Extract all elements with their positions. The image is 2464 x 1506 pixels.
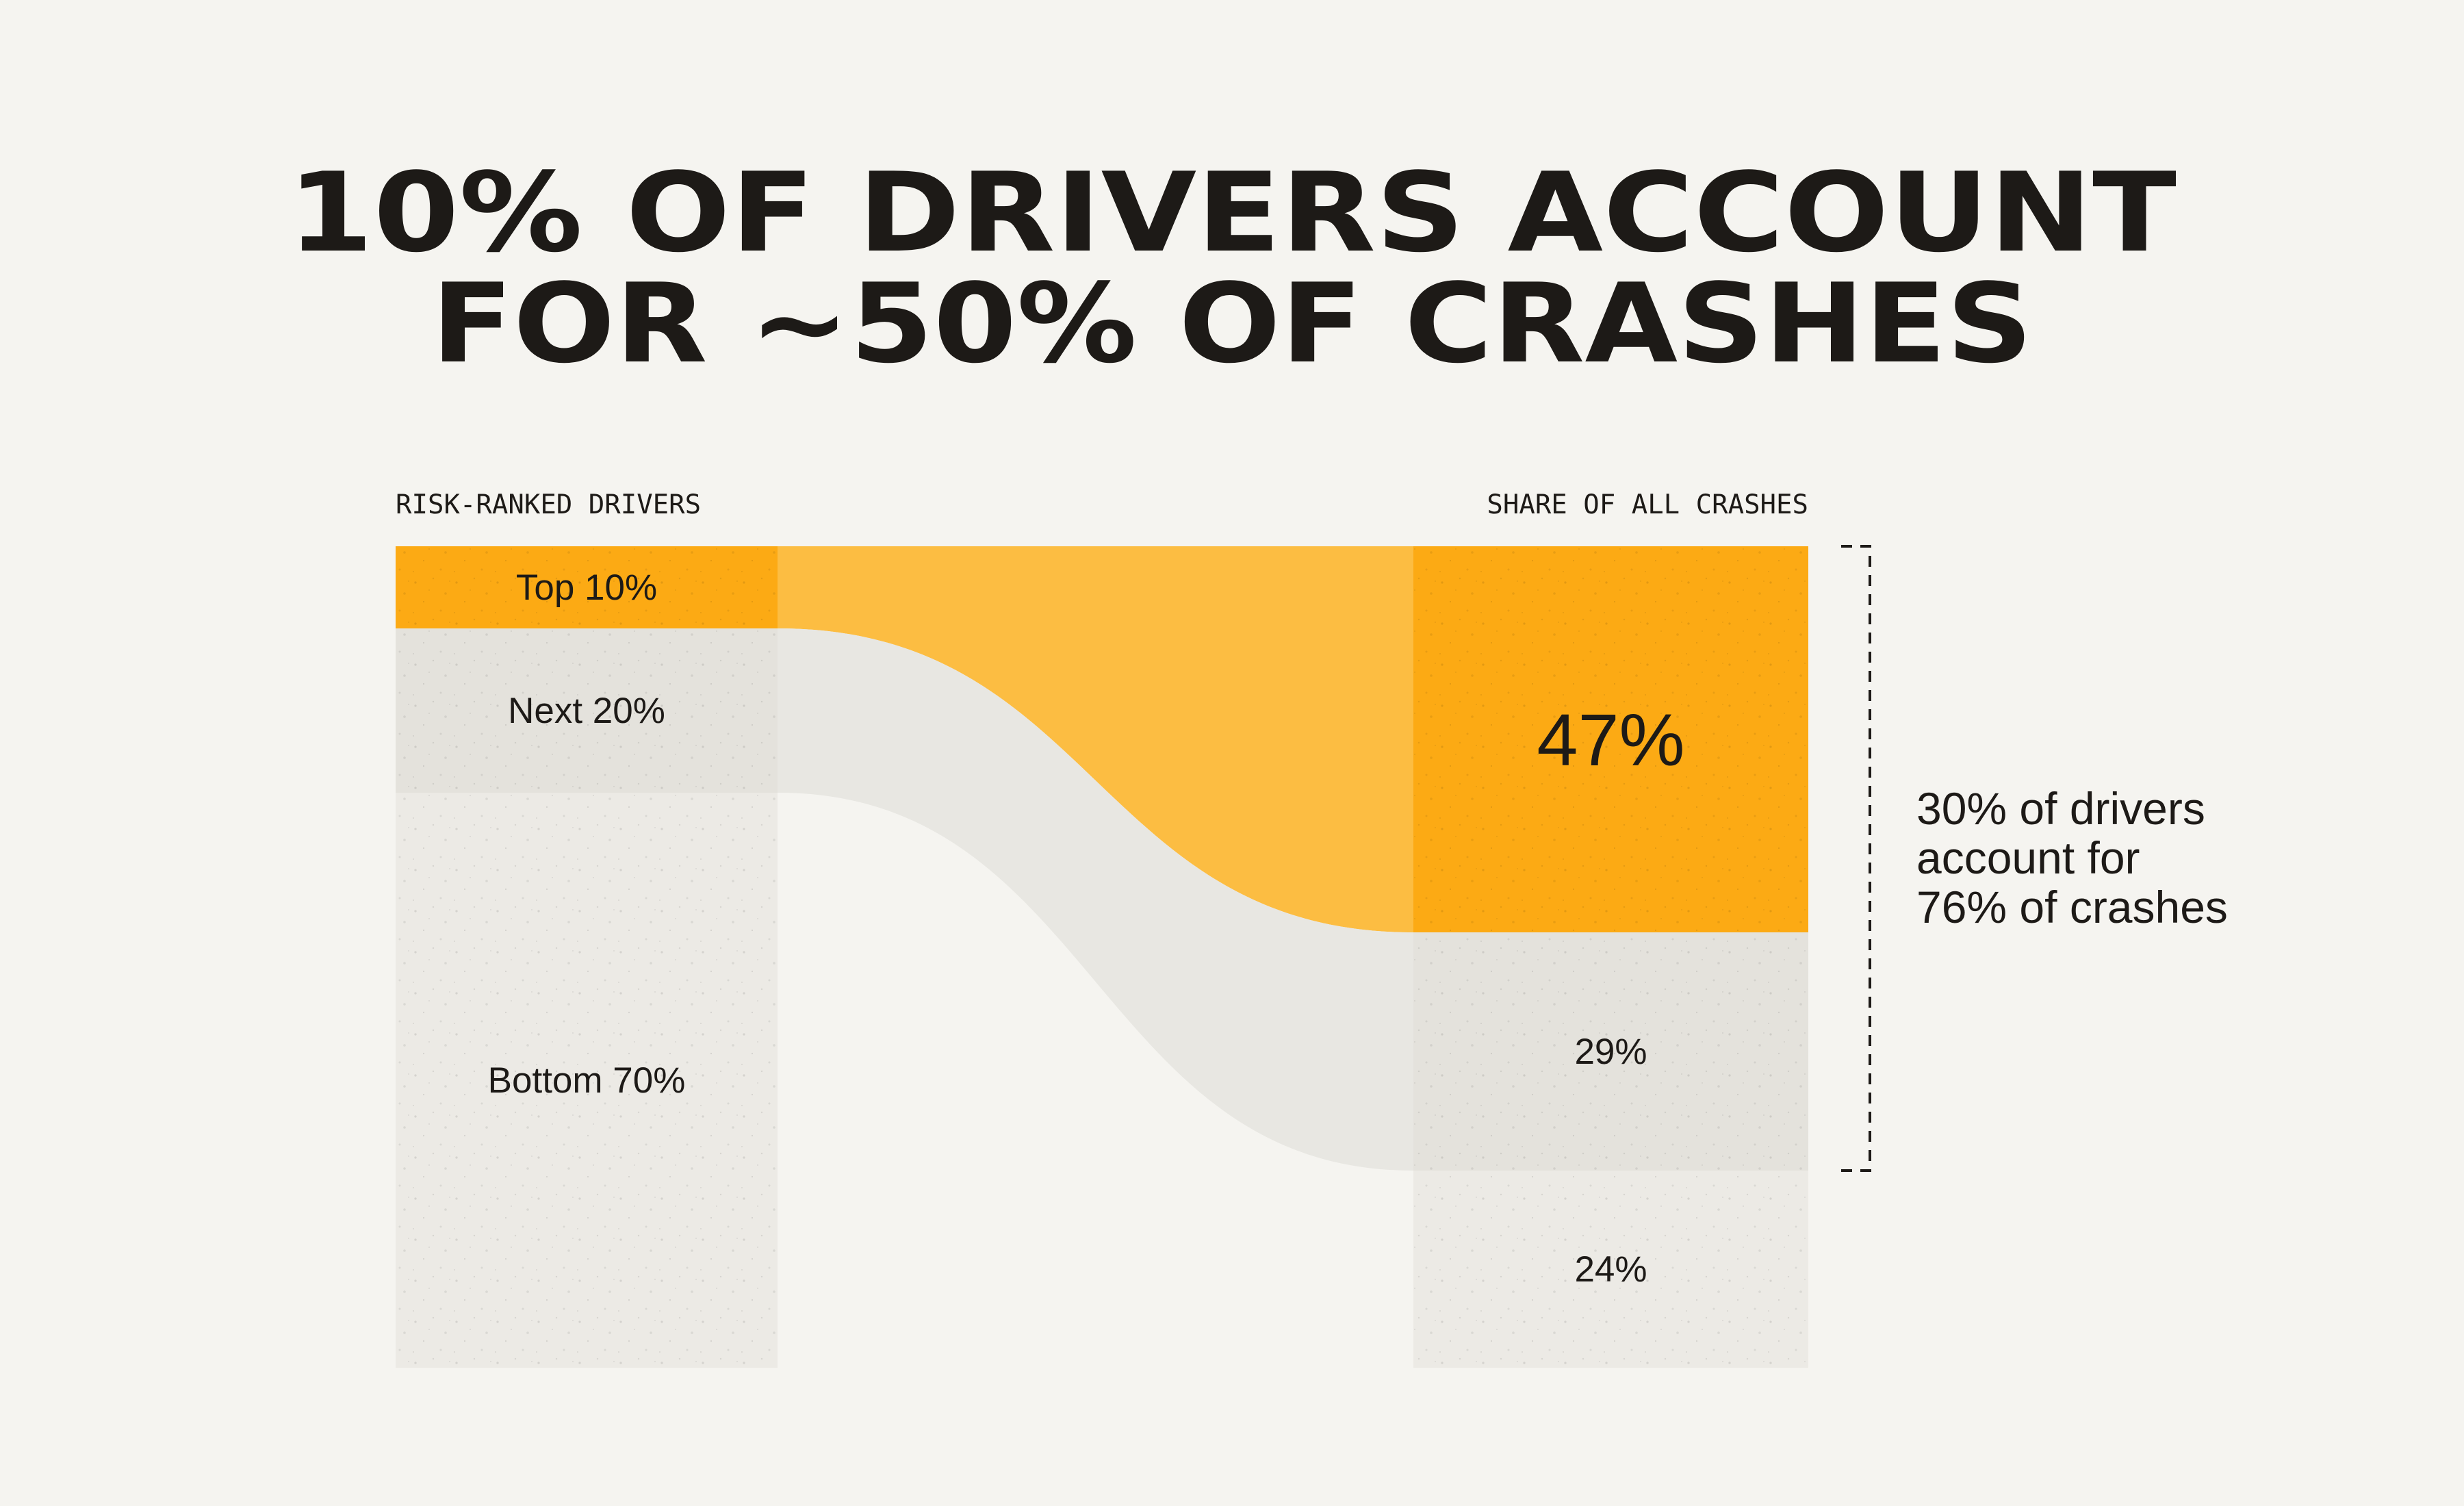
- chart-title-line-2: FOR ~50% OF CRASHES: [431, 259, 2033, 387]
- left-node-label-0: Top 10%: [516, 567, 657, 608]
- right-node-label-0: 47%: [1537, 698, 1684, 781]
- right-node-texture-0: [1413, 546, 1808, 932]
- right-node-group: 47% 29% 24%: [1413, 546, 1808, 1368]
- annotation-line-0: 30% of drivers: [1916, 783, 2205, 834]
- right-node-label-2: 24%: [1574, 1249, 1647, 1290]
- left-node-label-1: Next 20%: [508, 691, 665, 731]
- chart-title-line-1: 10% OF DRIVERS ACCOUNT: [287, 149, 2177, 277]
- annotation-line-1: account for: [1916, 832, 2140, 883]
- right-node-texture-2: [1413, 1171, 1808, 1368]
- left-column-header: RISK-RANKED DRIVERS: [396, 489, 701, 520]
- flow-link-0: [778, 546, 1413, 932]
- right-node-texture-1: [1413, 932, 1808, 1171]
- left-node-texture-1: [396, 628, 778, 793]
- left-node-texture-0: [396, 546, 778, 628]
- right-column-header: SHARE OF ALL CRASHES: [1487, 489, 1808, 520]
- left-node-group: Top 10% Next 20% Bottom 70%: [396, 546, 778, 1368]
- left-node-label-2: Bottom 70%: [488, 1060, 686, 1101]
- annotation-bracket: [1841, 545, 1871, 1172]
- flow-links: [778, 546, 1413, 1171]
- left-node-texture-2: [396, 793, 778, 1368]
- annotation-line-2: 76% of crashes: [1916, 882, 2228, 932]
- flow-link-1: [778, 628, 1413, 1171]
- right-node-label-1: 29%: [1574, 1032, 1647, 1072]
